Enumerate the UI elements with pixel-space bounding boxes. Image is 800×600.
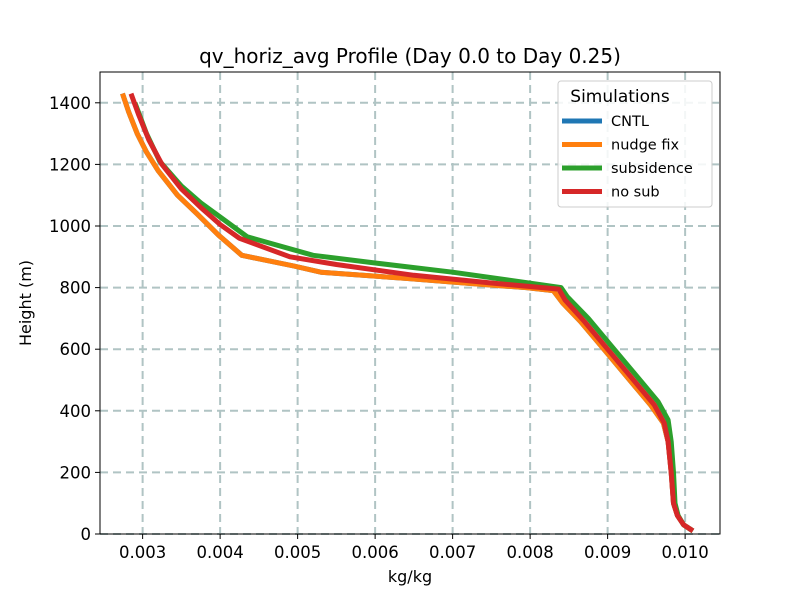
y-tick-label: 1400 [49,94,91,113]
x-tick-label: 0.003 [119,543,166,562]
legend-box [557,80,713,208]
legend-title: Simulations [570,87,670,107]
x-tick-label: 0.004 [197,543,244,562]
legend: Simulations CNTL nudge fix subsidence no su… [557,80,713,208]
legend-label-nudge-fix: nudge fix [611,138,679,154]
y-tick-label: 0 [81,525,92,544]
series-line-no-sub [128,92,695,533]
y-tick-label: 800 [60,279,92,298]
y-tick-label: 1200 [49,155,91,174]
y-tick-label: 400 [60,402,92,421]
x-tick-label: 0.009 [584,543,631,562]
x-tick-label: 0.007 [429,543,476,562]
plot-frame [99,71,721,535]
grid [100,72,720,535]
x-axis-label: kg/kg [388,567,432,586]
y-tick-label: 600 [60,340,92,359]
y-axis-ticks: 0 200 400 600 800 1000 1200 1400 [49,94,100,544]
x-tick-label: 0.006 [352,543,399,562]
y-tick-label: 200 [60,463,92,482]
x-tick-label: 0.008 [507,543,554,562]
y-axis-label: Height (m) [16,260,35,346]
legend-label-cntl: CNTL [611,114,649,130]
series-lines [120,92,695,533]
x-tick-label: 0.010 [662,543,709,562]
x-axis-ticks: 0.003 0.004 0.005 0.006 0.007 0.008 0.009 0.010 [119,534,709,562]
legend-label-no-sub: no sub [611,185,660,201]
x-tick-label: 0.005 [274,543,321,562]
legend-label-subsidence: subsidence [611,161,693,177]
chart-title: qv_horiz_avg Profile (Day 0.0 to Day 0.2… [199,44,621,68]
legend-items: CNTL nudge fix subsidence no sub [562,114,693,201]
y-tick-label: 1000 [49,217,91,236]
